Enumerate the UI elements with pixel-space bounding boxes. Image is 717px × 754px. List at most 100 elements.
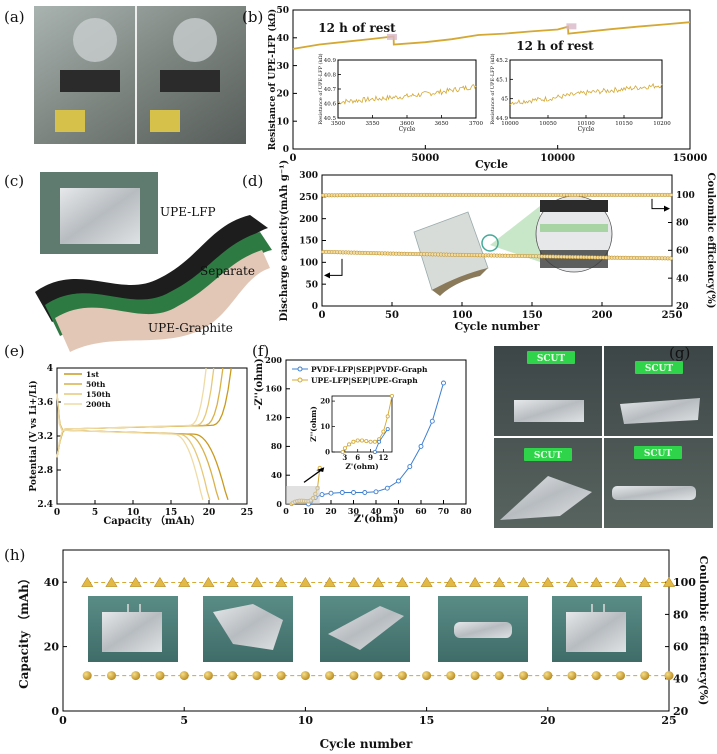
panel-g: SCUT SCUT SCUT SCUT (g)	[494, 344, 713, 528]
flat-cell	[514, 400, 584, 422]
efficiency-point	[541, 576, 554, 587]
x-tick-label: 0	[319, 310, 326, 321]
panel-a: (a)	[4, 6, 246, 144]
pvdf-point	[407, 464, 413, 470]
capacity-point	[179, 671, 189, 681]
inset-upe-point	[342, 446, 347, 451]
x-tick-label: 5	[92, 508, 98, 518]
capacity-point	[325, 671, 335, 681]
efficiency-point	[178, 576, 191, 587]
capacity-point	[397, 671, 407, 681]
zoom-arrow	[303, 468, 323, 483]
inset-upe-point	[355, 438, 360, 443]
inset-y-tick-label: 10	[320, 422, 330, 431]
photo-divider	[135, 6, 137, 144]
capacity-point	[203, 671, 213, 681]
led-photo-4: SCUT	[612, 446, 696, 500]
inset-x-tick-label: 3550	[366, 121, 380, 127]
cell-rolled	[454, 622, 512, 638]
panel-label-e: (e)	[4, 342, 25, 360]
inset-y-tick-label: 45	[501, 97, 508, 103]
schematic-pouch	[413, 211, 489, 291]
arrow-right-axis	[651, 198, 668, 210]
efficiency-point	[517, 576, 530, 587]
pvdf-point	[328, 490, 334, 496]
x-tick-label: 80	[460, 506, 472, 516]
panel-label-c: (c)	[4, 172, 24, 190]
led-board	[635, 361, 683, 374]
inset-x-tick-label: 10000	[501, 121, 519, 127]
zoom-ring	[481, 234, 499, 252]
efficiency-point	[347, 576, 360, 587]
pvdf-point	[362, 490, 368, 495]
pvdf-point	[351, 490, 356, 495]
inset-y-tick-label: 44.9	[496, 116, 509, 122]
photo-bulb	[173, 18, 217, 62]
led-text: SCUT	[534, 451, 563, 461]
cell-photo-rolled	[438, 596, 528, 662]
led-text: SCUT	[644, 449, 673, 459]
inset-y-tick-label: 40.5	[324, 116, 337, 122]
inset-upe-point	[340, 449, 345, 454]
efficiency-point	[420, 576, 433, 587]
inset-y-tick-label: 40.6	[324, 102, 337, 108]
inset-x-tick-label: 10150	[615, 121, 633, 127]
y-tick-label: 150	[299, 237, 318, 247]
efficiency-point	[566, 576, 579, 587]
zoom-beam	[490, 206, 540, 262]
legend-label: UPE-LFP|SEP|UPE-Graph	[311, 376, 418, 385]
capacity-point	[422, 671, 432, 681]
led-board	[634, 446, 682, 459]
pvdf-point	[429, 418, 435, 424]
pvdf-point	[384, 485, 390, 491]
x-tick-label: 20	[203, 508, 216, 518]
x-tick-label: 70	[438, 506, 450, 516]
y-tick-label: 0	[51, 705, 59, 718]
inset-upe-point	[359, 438, 364, 443]
discharge-curve	[56, 393, 204, 500]
plot-frame	[337, 59, 477, 119]
capacity-point	[107, 671, 116, 681]
capacity-point	[300, 671, 310, 681]
photo-battery	[160, 70, 220, 92]
x-tick-label: 10	[303, 506, 315, 516]
efficiency-point	[668, 192, 673, 197]
series-line-resistance	[292, 21, 691, 50]
inset-pvdf-point	[377, 439, 382, 444]
y-tick-label: 0	[276, 499, 282, 509]
y-tick-label: 20	[276, 90, 289, 100]
inset-x-tick-label: 9	[368, 453, 373, 462]
panel-label-d: (d)	[242, 172, 263, 190]
y-tick-label: 3.6	[37, 398, 53, 408]
legend-label: PVDF-LFP|SEP|PVDF-Graph	[311, 365, 428, 374]
y-right-tick-label: 40	[676, 274, 689, 284]
inset-x-label: Z'(ohm)	[345, 462, 378, 471]
cell-bent	[213, 604, 283, 650]
efficiency-point	[444, 576, 457, 587]
photo-battery	[60, 70, 120, 92]
x-tick-label: 250	[662, 310, 683, 321]
pvdf-point	[373, 489, 379, 495]
inset-upe-point	[381, 429, 386, 434]
y-right-tick-label: 20	[673, 705, 689, 718]
led-text: SCUT	[645, 364, 674, 374]
inset-y-label: Resistance of UPE-LFP (kΩ)	[489, 53, 496, 124]
x-tick-label: 25	[661, 714, 676, 727]
rest-marker	[566, 23, 577, 30]
folded-cell	[500, 476, 592, 520]
y-right-tick-label: 100	[676, 191, 695, 201]
efficiency-point	[226, 576, 239, 587]
inset-x-label: Cycle	[399, 126, 416, 133]
cell-photo-flat	[88, 596, 178, 662]
legend-label: 50th	[86, 380, 106, 389]
capacity-point	[131, 671, 141, 681]
layer-graphite	[55, 250, 270, 352]
led-photo-1: SCUT	[514, 351, 584, 422]
inset-y-label: Z''(ohm)	[309, 406, 318, 442]
y-tick-label: 20	[44, 640, 60, 653]
panel-d: (d) 0 50 100 150 200 250 0 50 100 150 200 250 300 20 4…	[242, 160, 716, 333]
y-right-tick-label: 60	[673, 640, 689, 653]
photo-clip	[55, 110, 85, 132]
capacity-point	[276, 671, 286, 681]
legend-label: 1st	[86, 370, 99, 379]
